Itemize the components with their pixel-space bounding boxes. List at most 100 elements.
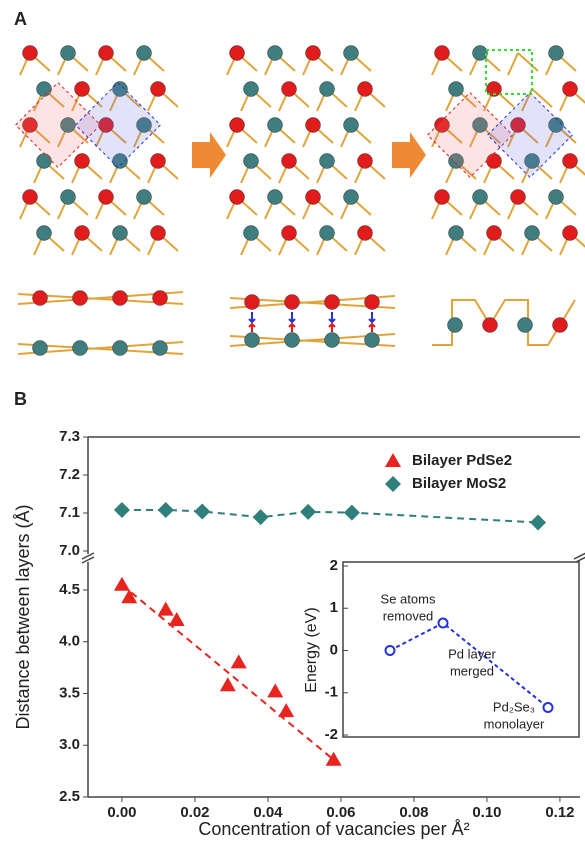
atom xyxy=(113,291,128,306)
atom xyxy=(325,333,340,348)
atom xyxy=(483,318,498,333)
y-tick-label: -1 xyxy=(325,684,338,701)
y-tick-label: 0 xyxy=(330,641,338,658)
arrow xyxy=(192,132,226,178)
atom xyxy=(99,46,114,61)
marker xyxy=(158,502,174,518)
atom xyxy=(137,46,152,61)
y-tick-label: 1 xyxy=(330,599,338,616)
arrow xyxy=(329,312,335,322)
atom xyxy=(549,46,564,61)
atom xyxy=(23,46,38,61)
atom xyxy=(245,295,260,310)
atom xyxy=(563,82,578,97)
atom xyxy=(37,226,52,241)
x-axis-label: Concentration of vacancies per Å² xyxy=(198,819,469,839)
atom xyxy=(268,118,283,133)
annotation: monolayer xyxy=(484,716,545,731)
atom xyxy=(435,190,450,205)
atom xyxy=(320,82,335,97)
atom xyxy=(230,118,245,133)
atom xyxy=(563,154,578,169)
bond xyxy=(508,53,518,75)
atom xyxy=(511,190,526,205)
atom xyxy=(487,226,502,241)
atom xyxy=(151,226,166,241)
atom xyxy=(306,190,321,205)
marker xyxy=(231,654,247,668)
y-tick-label: 3.0 xyxy=(59,736,80,753)
x-tick-label: 0.10 xyxy=(472,804,501,821)
atom xyxy=(61,46,76,61)
arrow xyxy=(249,324,255,332)
atom xyxy=(325,295,340,310)
marker xyxy=(158,602,174,616)
atom xyxy=(358,154,373,169)
atom xyxy=(358,82,373,97)
atom xyxy=(33,341,48,356)
fit-line xyxy=(122,585,334,760)
atom xyxy=(282,226,297,241)
atom xyxy=(137,190,152,205)
atom xyxy=(153,291,168,306)
y-tick-label: 7.2 xyxy=(59,466,80,483)
atom xyxy=(285,295,300,310)
marker xyxy=(544,703,553,712)
y-axis-label: Distance between layers (Å) xyxy=(13,504,33,729)
x-tick-label: 0.00 xyxy=(107,804,136,821)
series-line xyxy=(122,510,538,523)
atom xyxy=(549,190,564,205)
atom xyxy=(245,333,260,348)
marker xyxy=(300,504,316,520)
atom xyxy=(73,291,88,306)
structures xyxy=(16,46,585,356)
annotation: Pd₂Se₃ xyxy=(493,699,535,714)
y-tick-label: -2 xyxy=(325,726,338,743)
atom xyxy=(518,318,533,333)
bond xyxy=(518,53,538,71)
legend-marker xyxy=(385,476,401,492)
atom xyxy=(230,190,245,205)
atom xyxy=(113,226,128,241)
atom xyxy=(73,341,88,356)
x-tick-label: 0.12 xyxy=(545,804,574,821)
atom xyxy=(282,82,297,97)
annotation: merged xyxy=(450,663,494,678)
atom xyxy=(282,154,297,169)
y-tick-label: 7.1 xyxy=(59,504,80,521)
atom xyxy=(358,226,373,241)
marker xyxy=(267,683,283,697)
y-tick-label: 2.5 xyxy=(59,788,80,805)
y-tick-label: 7.3 xyxy=(59,428,80,445)
figure: A B 0.000.020.040.060.080.100.122.53.03.… xyxy=(0,0,585,843)
atom xyxy=(344,46,359,61)
atom xyxy=(99,190,114,205)
arrow xyxy=(329,324,335,332)
marker xyxy=(194,503,210,519)
arrow xyxy=(369,324,375,332)
marker xyxy=(344,505,360,521)
atom xyxy=(244,154,259,169)
atom xyxy=(553,318,568,333)
atom xyxy=(75,154,90,169)
arrow xyxy=(289,312,295,322)
y-tick-label: 3.5 xyxy=(59,684,80,701)
y-tick-label: 7.0 xyxy=(59,542,80,559)
atom xyxy=(563,226,578,241)
atom xyxy=(365,333,380,348)
arrow xyxy=(289,324,295,332)
marker xyxy=(114,502,130,518)
atom xyxy=(268,46,283,61)
marker xyxy=(439,619,448,628)
panel-label: A xyxy=(14,9,27,29)
atom xyxy=(473,190,488,205)
y-tick-label: 4.0 xyxy=(59,633,80,650)
atom xyxy=(244,226,259,241)
atom xyxy=(23,190,38,205)
atom xyxy=(449,226,464,241)
atom xyxy=(320,154,335,169)
atom xyxy=(153,341,168,356)
y-tick-label: 2 xyxy=(330,557,338,574)
atom xyxy=(344,190,359,205)
arrow xyxy=(392,132,426,178)
